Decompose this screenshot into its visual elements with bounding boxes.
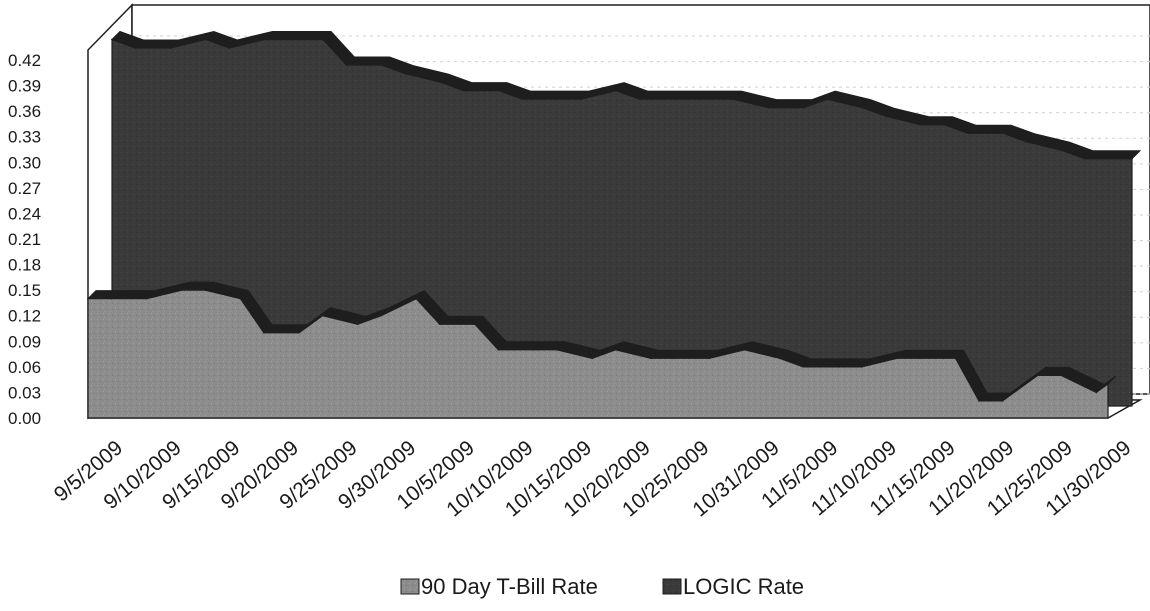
tbill-rate-point (1036, 374, 1039, 377)
tbill-rate-point (802, 366, 804, 368)
y-tick-label: 0.09 (8, 332, 41, 351)
logic-rate-point (673, 98, 676, 100)
y-tick-label: 0.21 (8, 230, 41, 249)
tbill-rate-point (943, 357, 945, 360)
tbill-rate-point (356, 323, 359, 326)
logic-rate-point (826, 98, 828, 100)
tbill-rate-point (673, 357, 676, 360)
logic-rate-point (1025, 140, 1028, 143)
tbill-rate-point (614, 349, 617, 351)
tbill-rate-point (110, 297, 113, 300)
logic-rate-point (228, 47, 231, 49)
logic-rate-point (861, 106, 864, 109)
logic-rate-point (322, 38, 324, 41)
tbill-rate-point (415, 297, 418, 300)
tbill-rate-point (204, 289, 207, 291)
tbill-rate-point (1060, 374, 1062, 377)
tbill-rate-point (896, 357, 898, 360)
tbill-rate-point (263, 331, 265, 334)
logic-rate-point (556, 98, 559, 100)
y-tick-label: 0.33 (8, 128, 41, 147)
tbill-rate-point (919, 357, 922, 360)
tbill-rate-point (298, 331, 300, 334)
y-tick-label: 0.12 (8, 307, 41, 326)
tbill-rate-point (778, 357, 781, 360)
logic-rate-point (638, 98, 641, 100)
y-tick-label: 0.18 (8, 256, 41, 275)
logic-rate-point (204, 38, 207, 41)
logic-rate-point (767, 106, 770, 109)
tbill-rate-point (649, 357, 652, 360)
tbill-rate-point (380, 314, 382, 317)
tbill-rate-point (532, 349, 535, 351)
logic-rate-point (802, 106, 805, 109)
tbill-rate-point (708, 357, 711, 360)
logic-rate-point (580, 98, 582, 100)
y-tick-label: 0.27 (8, 179, 41, 198)
logic-rate-point (404, 72, 406, 75)
logic-rate-point (943, 123, 946, 126)
logic-rate-point (521, 98, 524, 100)
legend-label: 90 Day T-Bill Rate (421, 574, 598, 599)
tbill-rate-point (954, 357, 957, 360)
logic-rate-point (263, 38, 266, 41)
y-tick-label: 0.36 (8, 102, 41, 121)
y-tick-label: 0.00 (8, 409, 41, 428)
logic-rate-point (732, 98, 735, 100)
legend-swatch-logic (662, 578, 682, 595)
tbill-rate-point (145, 297, 148, 300)
legend-swatch-tbill (400, 578, 420, 595)
tbill-rate-point (438, 323, 441, 326)
tbill-rate-point (837, 366, 840, 368)
y-tick-label: 0.30 (8, 153, 41, 172)
tbill-rate-point (743, 349, 746, 351)
logic-rate-point (134, 47, 137, 49)
logic-rate-point (287, 38, 289, 41)
tbill-rate-point (87, 297, 89, 300)
tbill-rate-point (497, 349, 500, 351)
logic-rate-point (111, 38, 113, 41)
tbill-rate-point (556, 349, 558, 351)
logic-rate-point (498, 89, 500, 92)
logic-rate-point (1060, 149, 1063, 152)
logic-rate-point (978, 132, 981, 135)
logic-rate-point (1131, 158, 1133, 160)
tbill-rate-point (474, 323, 476, 326)
logic-rate-point (169, 47, 172, 49)
tbill-rate-point (1095, 391, 1098, 394)
logic-rate-point (345, 64, 348, 66)
logic-rate-area (111, 38, 1133, 407)
logic-rate-point (697, 98, 700, 100)
logic-rate-point (920, 123, 922, 126)
y-tick-label: 0.06 (8, 358, 41, 377)
logic-rate-point (1002, 132, 1004, 135)
y-tick-label: 0.42 (8, 51, 41, 70)
logic-rate-point (615, 89, 617, 92)
tbill-rate-point (239, 297, 242, 300)
logic-rate-point (1084, 158, 1086, 160)
tbill-rate-point (1107, 383, 1109, 385)
tbill-rate-point (860, 366, 863, 368)
tbill-rate-point (321, 314, 324, 317)
logic-rate-point (462, 89, 465, 92)
logic-rate-point (1119, 158, 1122, 160)
tbill-rate-point (591, 357, 593, 360)
tbill-rate-point (180, 289, 183, 291)
logic-rate-point (884, 115, 887, 117)
y-tick-label: 0.24 (8, 204, 41, 223)
logic-rate-point (967, 132, 969, 135)
tbill-rate-point (1001, 400, 1004, 402)
y-tick-label: 0.03 (8, 383, 41, 402)
logic-rate-point (380, 64, 383, 66)
tbill-rate-point (978, 400, 980, 402)
y-tick-label: 0.39 (8, 77, 41, 96)
legend-label: LOGIC Rate (683, 574, 804, 599)
y-tick-label: 0.15 (8, 281, 41, 300)
logic-rate-point (439, 81, 442, 83)
tbill-rate-area (87, 289, 1109, 419)
